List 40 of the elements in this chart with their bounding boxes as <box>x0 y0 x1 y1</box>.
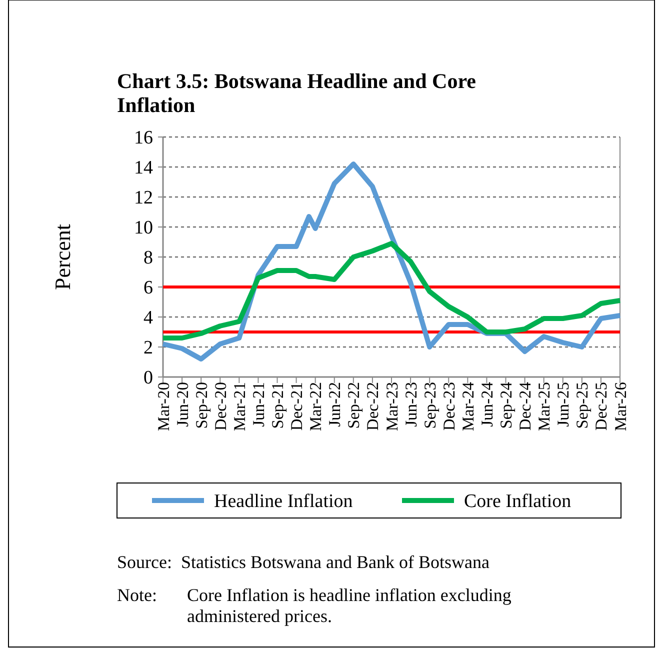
legend-label: Core Inflation <box>464 491 572 512</box>
x-tick-label: Sep-25 <box>572 382 592 429</box>
x-tick-label: Dec-22 <box>363 382 382 431</box>
x-tick-label: Dec-23 <box>439 382 458 431</box>
y-tick-label: 6 <box>144 278 153 299</box>
y-tick-label: 16 <box>134 128 153 149</box>
x-tick-label: Mar-24 <box>458 382 478 432</box>
x-tick-label: Jun-23 <box>401 382 420 427</box>
x-tick-label: Sep-21 <box>268 382 288 429</box>
x-tick-label: Dec-24 <box>516 382 535 431</box>
text: Note: Core Inflation is headline inflation excluding administered prices. <box>117 585 512 626</box>
x-tick-label: Sep-20 <box>192 382 211 429</box>
y-tick-label: 14 <box>134 158 154 179</box>
x-tick-label: Jun-24 <box>477 382 496 427</box>
y-tick-label: 12 <box>134 188 153 209</box>
x-tick-label: Jun-25 <box>554 382 573 427</box>
x-tick-label: Mar-26 <box>610 382 630 432</box>
y-axis-title: Percent <box>50 224 75 290</box>
x-tick-label: Jun-22 <box>325 382 344 427</box>
x-tick-label: Dec-21 <box>287 382 306 431</box>
y-tick-label: 10 <box>134 218 153 239</box>
x-tick-label: Dec-20 <box>210 382 230 431</box>
x-tick-label: Sep-24 <box>496 382 516 429</box>
x-tick-label: Mar-23 <box>382 382 402 432</box>
legend-label: Headline Inflation <box>214 491 354 512</box>
y-tick-label: 8 <box>144 248 153 269</box>
x-tick-label: Mar-21 <box>230 382 249 432</box>
x-tick-label: Sep-22 <box>344 382 364 429</box>
x-tick-label: Dec-25 <box>592 382 611 431</box>
x-tick-label: Jun-21 <box>248 382 268 427</box>
y-tick-label: 0 <box>144 368 153 389</box>
x-tick-label: Sep-23 <box>420 382 440 429</box>
chart-title: Chart 3.5: Botswana Headline and Core Inflation <box>117 69 476 117</box>
y-tick-label: 4 <box>144 308 154 329</box>
x-tick-label: Mar-25 <box>534 382 554 432</box>
x-tick-label: Jun-20 <box>172 382 192 427</box>
x-tick-label: Mar-22 <box>306 382 326 432</box>
source-note: Source: Statistics Botswana and Bank of Botswana <box>117 552 490 572</box>
x-tick-label: Mar-20 <box>154 382 173 432</box>
y-tick-label: 2 <box>144 338 153 359</box>
